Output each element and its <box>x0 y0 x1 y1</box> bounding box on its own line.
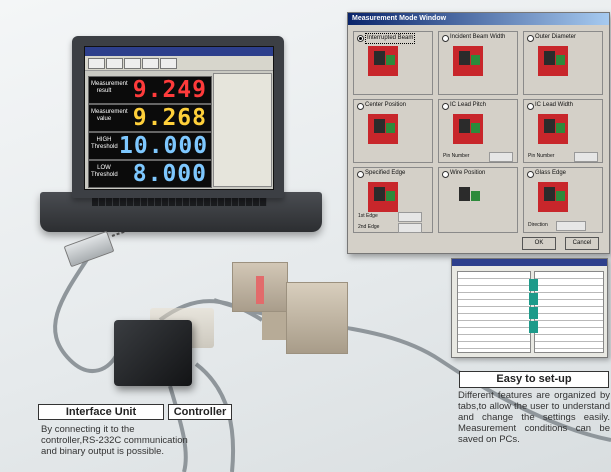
incident-beam-width-icon <box>453 46 483 76</box>
row-label: Measurement result <box>91 81 128 94</box>
screen-side-panel <box>213 73 272 187</box>
radio-button[interactable] <box>527 35 534 42</box>
measurement-mode-window: Measurement Mode Window Interrupted Beam… <box>347 12 610 254</box>
radio-button[interactable] <box>357 35 364 42</box>
value-row-high-threshold: HIGH Threshold 10.000 <box>88 132 212 160</box>
screen-toolbar <box>85 56 273 71</box>
radio-button[interactable] <box>442 171 449 178</box>
second-edge-label: 2nd Edge <box>358 224 380 230</box>
first-edge-field[interactable] <box>398 212 422 222</box>
value-row-measurement-value: Measurement value 9.268 <box>88 104 212 132</box>
toolbar-button[interactable] <box>124 58 141 69</box>
toolbar-button[interactable] <box>142 58 159 69</box>
second-edge-field[interactable] <box>398 223 422 233</box>
specified-edge-icon <box>368 182 398 212</box>
option-label: Specified Edge <box>365 170 406 176</box>
row-value: 10.000 <box>119 133 209 159</box>
option-label: Outer Diameter <box>535 34 577 40</box>
option-label: Incident Beam Width <box>450 34 506 40</box>
settings-table-right <box>534 271 604 353</box>
settings-tab[interactable] <box>529 279 538 291</box>
wire-position-icon <box>453 182 483 212</box>
toolbar-button[interactable] <box>160 58 177 69</box>
direction-select[interactable] <box>556 221 586 231</box>
settings-tab[interactable] <box>529 307 538 319</box>
option-interrupted-beam[interactable]: Interrupted Beam <box>353 31 433 95</box>
option-specified-edge[interactable]: Specified Edge 1st Edge 2nd Edge <box>353 167 433 233</box>
option-outer-diameter[interactable]: Outer Diameter <box>523 31 603 95</box>
settings-window <box>451 258 608 358</box>
easy-setup-title: Easy to set-up <box>459 371 609 388</box>
center-position-icon <box>368 114 398 144</box>
outer-diameter-icon <box>538 46 568 76</box>
value-row-low-threshold: LOW Threshold 8.000 <box>88 160 212 188</box>
value-row-measurement-result: Measurement result 9.249 <box>88 76 212 104</box>
radio-button[interactable] <box>527 171 534 178</box>
radio-button[interactable] <box>442 35 449 42</box>
option-center-position[interactable]: Center Position <box>353 99 433 163</box>
ic-lead-width-icon <box>538 114 568 144</box>
pin-number-label: Pin Number <box>528 153 555 159</box>
direction-label: Direction <box>528 222 548 228</box>
window-title: Measurement Mode Window <box>348 13 609 25</box>
row-value: 9.268 <box>132 105 207 131</box>
option-incident-beam-width[interactable]: Incident Beam Width <box>438 31 518 95</box>
interface-unit-label: Interface Unit <box>38 404 164 420</box>
pin-number-field[interactable] <box>574 152 598 162</box>
glass-edge-icon <box>538 182 568 212</box>
screen-title-bar <box>85 47 273 56</box>
option-label: Interrupted Beam <box>365 33 416 44</box>
row-label: Measurement value <box>91 109 128 122</box>
settings-tab[interactable] <box>529 293 538 305</box>
easy-setup-description: Different features are organized by tabs… <box>458 390 610 445</box>
settings-tab[interactable] <box>529 321 538 333</box>
ic-lead-pitch-icon <box>453 114 483 144</box>
laptop-screen: Measurement result 9.249 Measurement val… <box>84 46 274 190</box>
option-label: Wire Position <box>450 170 486 176</box>
option-ic-lead-pitch[interactable]: IC Lead Pitch Pin Number <box>438 99 518 163</box>
emitter-window <box>256 276 264 304</box>
ok-button[interactable]: OK <box>522 237 556 250</box>
toolbar-button[interactable] <box>88 58 105 69</box>
row-value: 9.249 <box>132 77 207 103</box>
option-label: Center Position <box>365 102 407 108</box>
interrupted-beam-icon <box>368 46 398 76</box>
pin-number-field[interactable] <box>489 152 513 162</box>
radio-button[interactable] <box>357 171 364 178</box>
controller-label: Controller <box>168 404 232 420</box>
row-label: LOW Threshold <box>91 165 118 178</box>
interface-unit <box>114 320 192 386</box>
pin-number-label: Pin Number <box>443 153 470 159</box>
option-label: Glass Edge <box>535 170 567 176</box>
option-ic-lead-width[interactable]: IC Lead Width Pin Number <box>523 99 603 163</box>
first-edge-label: 1st Edge <box>358 213 378 219</box>
toolbar-button[interactable] <box>106 58 123 69</box>
radio-button[interactable] <box>357 103 364 110</box>
sensor-receiver <box>286 282 348 354</box>
row-label: HIGH Threshold <box>91 137 118 150</box>
cancel-button[interactable]: Cancel <box>565 237 599 250</box>
radio-button[interactable] <box>527 103 534 110</box>
interface-description: By connecting it to the controller,RS-23… <box>41 424 188 457</box>
settings-title-bar <box>452 259 607 266</box>
radio-button[interactable] <box>442 103 449 110</box>
option-label: IC Lead Width <box>535 102 574 108</box>
row-value: 8.000 <box>132 161 207 187</box>
option-wire-position[interactable]: Wire Position <box>438 167 518 233</box>
option-label: IC Lead Pitch <box>450 102 487 108</box>
option-glass-edge[interactable]: Glass Edge Direction <box>523 167 603 233</box>
settings-table-left <box>457 271 531 353</box>
